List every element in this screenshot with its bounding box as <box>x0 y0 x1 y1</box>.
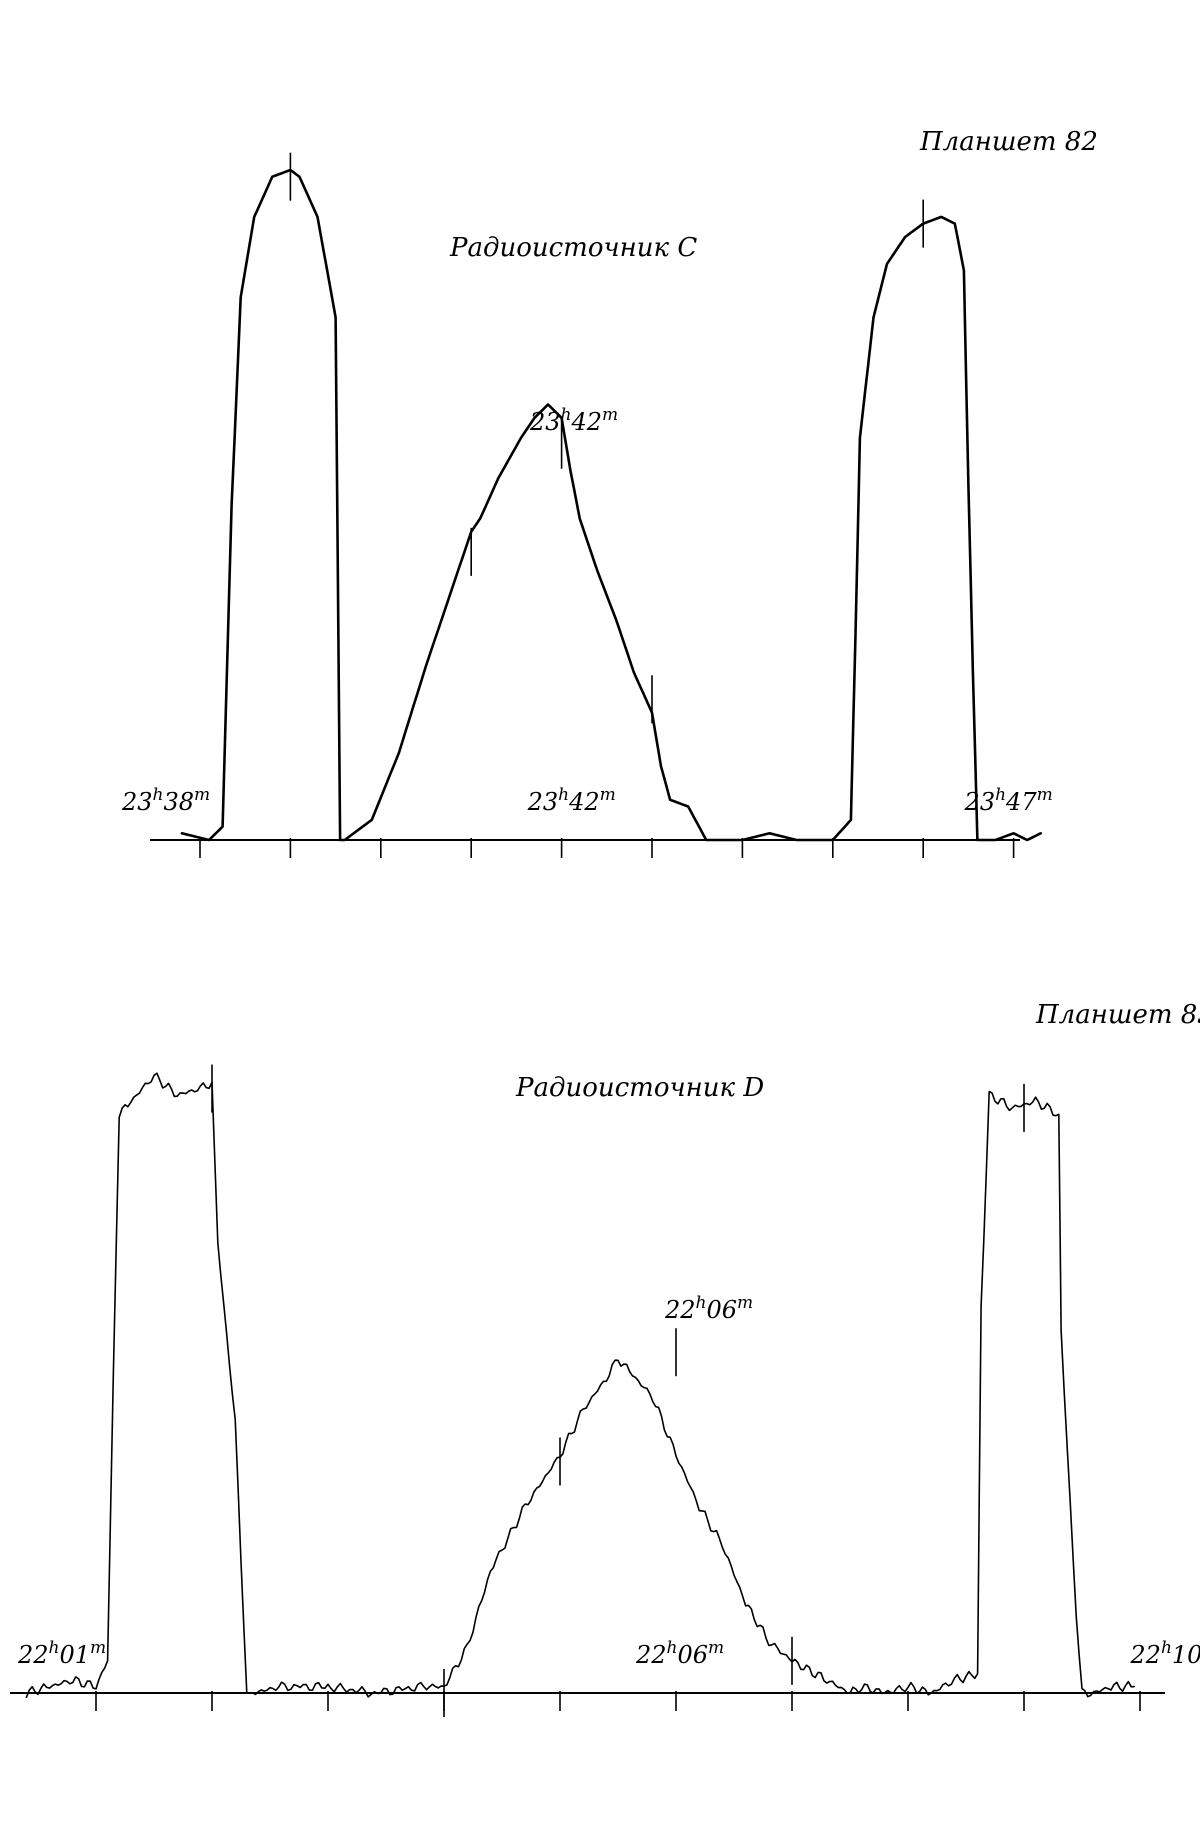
plate-label: Планшет 82 <box>919 127 1098 157</box>
time-label: 23h42m <box>527 785 616 816</box>
time-labels-group: 23h38m 23h42m 23h47m 23h42m <box>121 405 1053 816</box>
time-label: 23h38m <box>121 785 210 816</box>
panel-plate-82: Планшет 82 Радиоисточник C 23h38m23h42m2… <box>121 127 1098 858</box>
chart-title: Радиоисточник C <box>449 233 697 263</box>
time-label: 22h06m <box>635 1638 724 1669</box>
peak-time-label: 23h42m <box>529 405 618 436</box>
plate-label: Планшет 83 <box>1035 1000 1200 1030</box>
time-label: 23h47m <box>964 785 1053 816</box>
panel-plate-83: Планшет 83 Радиоисточник D 22h01m22h06m2… <box>10 1000 1200 1717</box>
time-labels-group: 22h01m 22h06m 22h10m 22h06m <box>17 1293 1200 1669</box>
trace-line <box>182 170 1041 840</box>
ticks-group <box>10 1691 1165 1711</box>
time-label: 22h10m <box>1129 1638 1200 1669</box>
trace-line <box>26 1073 1134 1697</box>
trace-marks-group <box>212 1065 1024 1717</box>
peak-time-label: 22h06m <box>664 1293 753 1324</box>
time-label: 22h01m <box>17 1638 106 1669</box>
chart-title: Радиоисточник D <box>515 1073 764 1103</box>
ticks-group <box>150 838 1020 858</box>
